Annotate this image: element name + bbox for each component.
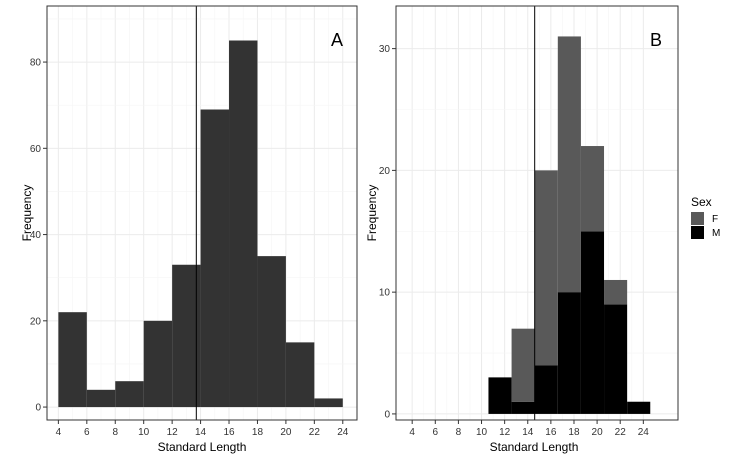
bar-bin-1: [86, 389, 116, 408]
x-tick-label: 4: [56, 427, 62, 438]
x-tick-label: 22: [309, 427, 321, 438]
y-tick-label: 30: [379, 44, 391, 55]
legend-swatch-f: [691, 212, 704, 225]
x-tick-label: 18: [252, 427, 264, 438]
x-tick-label: 22: [615, 427, 627, 438]
bar-m-bin-6: [627, 401, 651, 414]
y-tick-label: 60: [30, 144, 42, 155]
x-axis-title: Standard Length: [158, 440, 247, 454]
panel-a-chart: 4 6 8 10 12 14 16 18 20 22 24 0 20 40 60 80 Standard Len…: [20, 5, 358, 454]
bar-f-bin-5: [604, 279, 628, 305]
legend-label-m: M: [712, 228, 720, 239]
bar-m-bin-3: [557, 292, 581, 414]
bar-bin-8: [285, 342, 315, 408]
x-tick-label: 12: [499, 427, 511, 438]
bar-f-bin-4: [580, 146, 605, 232]
x-tick-label: 20: [592, 427, 604, 438]
bar-bin-9: [314, 398, 343, 408]
y-axis-title: Frequency: [365, 185, 379, 242]
legend-label-f: F: [712, 214, 718, 225]
bar-f-bin-3: [557, 36, 581, 293]
bar-bin-3: [143, 320, 173, 408]
y-tick-label: 80: [30, 58, 42, 69]
x-tick-label: 24: [638, 427, 650, 438]
bar-m-bin-0: [488, 377, 512, 414]
y-tick-label: 20: [30, 316, 42, 327]
x-tick-label: 10: [138, 427, 150, 438]
panel-label: B: [650, 30, 662, 50]
bar-m-bin-5: [604, 304, 628, 414]
x-tick-label: 6: [433, 427, 439, 438]
x-tick-label: 24: [337, 427, 349, 438]
x-tick-label: 12: [167, 427, 179, 438]
bar-bin-7: [257, 256, 286, 408]
y-tick-label: 0: [35, 403, 41, 414]
x-tick-label: 20: [280, 427, 292, 438]
bar-bin-2: [115, 381, 144, 408]
x-tick-label: 6: [84, 427, 90, 438]
y-tick-label: 20: [379, 166, 391, 177]
x-tick-label: 4: [409, 427, 415, 438]
bar-f-bin-2: [534, 170, 558, 366]
x-tick-label: 14: [195, 427, 207, 438]
bar-bin-6: [229, 40, 258, 408]
x-tick-label: 10: [476, 427, 488, 438]
bar-bin-5: [200, 109, 230, 408]
legend-swatch-m: [691, 226, 704, 239]
bar-m-bin-2: [534, 365, 558, 414]
x-tick-label: 8: [456, 427, 462, 438]
panel-border: [46, 5, 358, 421]
y-tick-label: 10: [379, 288, 391, 299]
y-axis-title: Frequency: [20, 185, 34, 242]
bar-bin-0: [58, 312, 87, 408]
y-tick-label: 40: [30, 230, 42, 241]
x-tick-label: 16: [223, 427, 235, 438]
y-tick-label: 0: [384, 409, 390, 420]
legend-title: Sex: [691, 195, 712, 209]
panel-label: A: [331, 30, 343, 50]
x-tick-label: 16: [545, 427, 557, 438]
bar-m-bin-4: [580, 231, 605, 414]
x-tick-label: 14: [522, 427, 534, 438]
panel-border: [395, 5, 679, 421]
x-axis-title: Standard Length: [490, 440, 579, 454]
bar-f-bin-1: [511, 328, 535, 402]
panel-b-chart: 4 6 8 10 12 14 16 18 20 22 24 0 10 20 30 Standard Lengt…: [365, 5, 679, 454]
x-tick-label: 18: [568, 427, 580, 438]
sex-legend: Sex F M: [691, 195, 720, 239]
x-tick-label: 8: [112, 427, 118, 438]
bar-m-bin-1: [511, 401, 535, 414]
